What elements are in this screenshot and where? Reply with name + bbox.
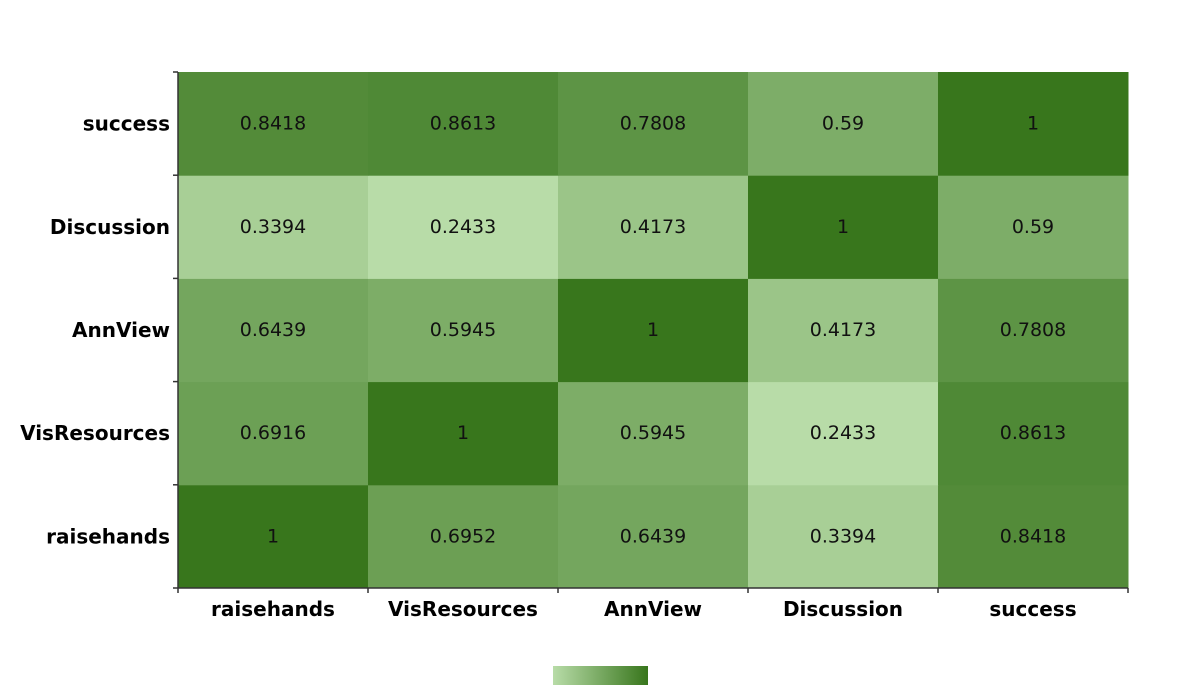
x-axis-tick-label: Discussion: [783, 597, 903, 621]
heatmap-cell: [558, 381, 749, 486]
heatmap-cell: [748, 175, 939, 279]
y-axis-tick-label: success: [83, 112, 170, 136]
heatmap-cell-value: 0.4173: [620, 216, 686, 238]
x-axis-tick-label: success: [989, 597, 1076, 621]
heatmap-cell: [178, 175, 369, 279]
heatmap-cell: [938, 278, 1129, 383]
heatmap-cell-value: 0.3394: [810, 525, 876, 547]
heatmap-cell-value: 0.3394: [240, 216, 306, 238]
color-scale-legend: [553, 666, 648, 685]
y-axis-tick-label: raisehands: [46, 524, 170, 548]
heatmap-cell: [938, 175, 1129, 279]
heatmap-cell-value: 0.2433: [430, 216, 496, 238]
x-axis-tick-label: raisehands: [211, 597, 335, 621]
heatmap-cell-labels: 1 0.6952 0.6439 0.3394 0.8418 0.6916 1 0.5945 0.…: [240, 113, 1066, 548]
heatmap-cell-value: 0.59: [1012, 216, 1054, 238]
y-axis-tick-label: Discussion: [50, 215, 170, 239]
heatmap-cell: [368, 484, 559, 589]
heatmap-cell: [178, 484, 369, 589]
heatmap-cell-value: 0.2433: [810, 422, 876, 444]
heatmap-cell: [368, 72, 559, 176]
x-axis-tick-label: AnnView: [604, 597, 702, 621]
heatmap-axes: [173, 71, 1129, 593]
heatmap-cell: [368, 175, 559, 279]
heatmap-cell-value: 0.6439: [240, 319, 306, 341]
heatmap-cell: [748, 484, 939, 589]
heatmap-cell-value: 1: [837, 216, 849, 238]
heatmap-cell-value: 0.7808: [620, 113, 686, 135]
heatmap-cell-value: 0.6439: [620, 525, 686, 547]
heatmap-cell-value: 1: [267, 525, 279, 547]
heatmap-cell-value: 1: [457, 422, 469, 444]
heatmap-cell: [368, 278, 559, 383]
heatmap-cell: [178, 278, 369, 383]
heatmap-cell-value: 0.8418: [1000, 525, 1066, 547]
heatmap-cell: [558, 72, 749, 176]
heatmap-cell-value: 1: [1027, 113, 1039, 135]
heatmap-cell: [938, 72, 1129, 176]
heatmap-cell: [178, 381, 369, 486]
heatmap-cells: [178, 72, 1129, 589]
heatmap-cell-value: 0.4173: [810, 319, 876, 341]
heatmap-cell-value: 0.5945: [430, 319, 496, 341]
heatmap-cell: [748, 278, 939, 383]
heatmap-cell: [368, 381, 559, 486]
heatmap-cell: [558, 278, 749, 383]
heatmap-cell-value: 0.6952: [430, 525, 496, 547]
heatmap-cell-value: 0.5945: [620, 422, 686, 444]
x-axis-tick-label: VisResources: [388, 597, 538, 621]
heatmap-cell: [558, 175, 749, 279]
heatmap-cell-value: 1: [647, 319, 659, 341]
heatmap-cell: [178, 72, 369, 176]
heatmap-cell: [938, 484, 1129, 589]
heatmap-cell: [558, 484, 749, 589]
heatmap-cell-value: 0.59: [822, 113, 864, 135]
y-axis-tick-labels: raisehands VisResources AnnView Discussion s…: [20, 112, 170, 549]
x-axis-tick-labels: raisehands VisResources AnnView Discussion s…: [211, 597, 1077, 621]
y-axis-tick-label: VisResources: [20, 421, 170, 445]
heatmap-cell-value: 0.8613: [1000, 422, 1066, 444]
heatmap-cell: [748, 381, 939, 486]
heatmap-cell-value: 0.8418: [240, 113, 306, 135]
y-axis-tick-label: AnnView: [72, 318, 170, 342]
heatmap-cell-value: 0.6916: [240, 422, 306, 444]
heatmap-cell: [748, 72, 939, 176]
heatmap-cell-value: 0.8613: [430, 113, 496, 135]
heatmap-cell: [938, 381, 1129, 486]
heatmap-cell-value: 0.7808: [1000, 319, 1066, 341]
